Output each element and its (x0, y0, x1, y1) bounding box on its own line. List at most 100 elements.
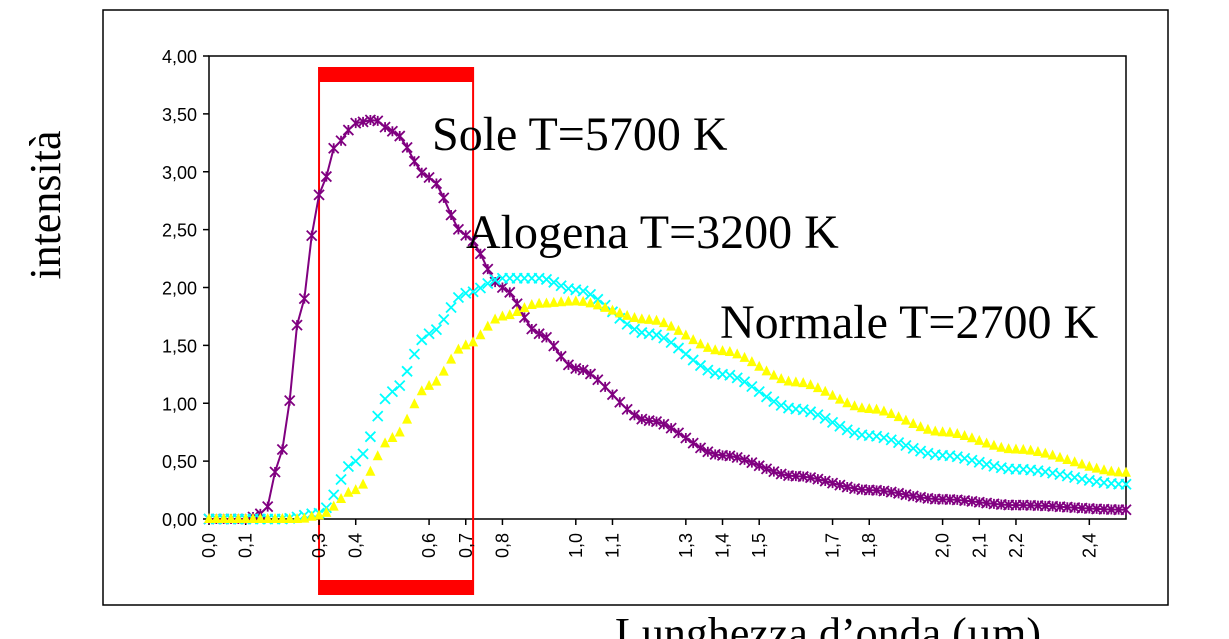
series-sole-marker (687, 437, 699, 449)
series-normale-marker (746, 356, 757, 367)
series-normale-marker (504, 309, 515, 320)
series-sole-marker (269, 466, 281, 478)
series-normale-marker (314, 509, 325, 520)
series-sole-marker (262, 500, 274, 513)
y-tick-label: 4,00 (162, 47, 197, 67)
x-tick-label: 1,1 (602, 533, 622, 558)
series-normale-marker (1084, 460, 1095, 471)
series-normale-marker (416, 385, 427, 396)
series-normale-marker (248, 513, 259, 523)
series-normale-marker (688, 334, 699, 345)
visible-band-bottom-bar (319, 580, 474, 594)
series-normale-marker (343, 486, 354, 497)
series-sole-marker (276, 443, 288, 456)
x-tick-label: 1,7 (823, 533, 843, 558)
series-sole-marker (320, 170, 333, 183)
series-sole-marker (672, 427, 685, 439)
series-normale-marker (306, 510, 317, 521)
x-tick-label: 0,6 (419, 533, 439, 558)
series-sole-marker (533, 328, 545, 340)
series-normale-marker (1054, 451, 1065, 462)
series-normale-marker (937, 426, 948, 437)
series-alogena-marker (482, 277, 494, 290)
series-sole-marker (548, 340, 560, 352)
series-normale-marker (732, 348, 743, 359)
series-normale-marker (827, 389, 838, 400)
series-normale-marker (622, 309, 633, 320)
series-normale-marker (336, 493, 347, 504)
series-alogena-marker (900, 439, 912, 452)
series-normale-marker (453, 343, 464, 354)
series-alogena-marker (973, 456, 985, 468)
series-normale-marker (966, 432, 977, 443)
series-normale-marker (328, 500, 339, 511)
series-alogena-marker (408, 348, 421, 360)
series-sole-marker (702, 446, 714, 458)
x-tick-label: 1,0 (566, 533, 586, 558)
series-normale-marker (578, 295, 589, 306)
series-alogena-marker (819, 412, 831, 425)
series-sole-marker (438, 192, 450, 204)
series-normale-marker (1113, 466, 1124, 477)
series-normale-marker (930, 425, 941, 436)
series-normale-marker (754, 360, 765, 371)
series-sole-marker (394, 130, 406, 142)
series-sole-marker (408, 155, 421, 167)
x-tick-label: 1,5 (749, 533, 769, 558)
series-sole-marker (658, 418, 670, 430)
series-sole-marker (504, 286, 516, 298)
series-alogena-marker (555, 280, 567, 292)
y-tick-label: 1,50 (162, 336, 197, 356)
series-sole-marker (694, 442, 707, 454)
series-normale-marker (270, 513, 281, 523)
series-normale-marker (1025, 444, 1036, 455)
annotations-group: Sole T=5700 K Alogena T=3200 K Normale T=2… (432, 108, 1098, 349)
x-tick-label: 2,2 (1006, 533, 1026, 558)
series-normale-marker (959, 429, 970, 440)
series-normale-marker (1040, 447, 1051, 458)
series-normale-marker (460, 339, 471, 350)
series-normale-marker (563, 295, 574, 306)
series-normale-marker (849, 400, 860, 411)
series-alogena-marker (738, 376, 751, 388)
series-normale-marker (988, 439, 999, 450)
series-sole-marker (467, 235, 479, 247)
series-alogena-marker (423, 328, 435, 340)
series-normale-marker (666, 320, 677, 331)
series-alogena-marker (885, 434, 897, 446)
series-sole-marker (738, 454, 751, 466)
series-normale-marker (556, 296, 567, 307)
series-sole-marker (555, 350, 567, 362)
x-tick-label: 2,1 (969, 533, 989, 558)
series-alogena-marker (878, 432, 890, 444)
series-normale-marker (211, 513, 222, 523)
series-normale-marker (820, 385, 831, 396)
series-normale-marker (600, 301, 611, 312)
series-sole-marker (460, 229, 472, 242)
series-sole-marker (650, 415, 663, 428)
series-sole-marker (430, 177, 443, 190)
series-sole-marker (401, 141, 413, 154)
series-normale-marker (695, 338, 706, 349)
x-tick-label: 0,1 (236, 533, 256, 558)
series-normale (204, 295, 1131, 523)
series-normale-marker (1003, 443, 1014, 454)
series-alogena-marker (452, 291, 465, 304)
series-sole-marker (335, 135, 347, 147)
series-sole-marker (386, 125, 399, 137)
series-sole-marker (731, 451, 743, 464)
series-alogena-marker (474, 282, 487, 294)
series-normale-marker (1010, 443, 1021, 454)
series-normale-marker (915, 421, 926, 432)
series-normale-marker (783, 375, 794, 386)
y-tick-label: 0,00 (162, 510, 197, 530)
series-normale-marker (1032, 445, 1043, 456)
series-alogena-marker (584, 288, 597, 301)
series-normale-marker (321, 506, 332, 517)
visible-band-top-bar (319, 68, 474, 82)
series-normale-marker (856, 402, 867, 413)
series-alogena-marker (401, 365, 413, 377)
series-sole-marker (753, 460, 765, 472)
series-sole-marker (284, 395, 296, 407)
series-normale-marker (893, 411, 904, 422)
